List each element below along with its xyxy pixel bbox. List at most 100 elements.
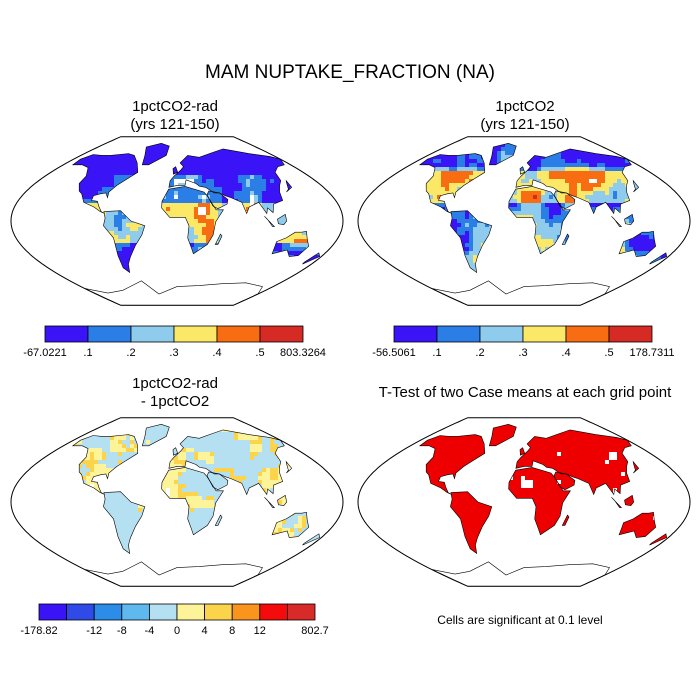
coastline-northamerica: [71, 153, 139, 214]
coastline-sumatra: [611, 497, 623, 508]
colorbar-tick-label: -12: [86, 625, 102, 637]
colorbar-box: [565, 325, 610, 343]
panel-1-title: 1pctCO2-rad (yrs 121-150): [50, 98, 300, 134]
colorbar-box: [259, 325, 304, 343]
colorbar-box: [176, 603, 206, 621]
coastline-borneo: [624, 213, 635, 226]
map-border: [357, 136, 691, 306]
coastline-madagascar: [214, 233, 223, 245]
map-border: [10, 417, 344, 587]
colorbar-panel-1: -67.0221 .1 .2 .3 .4 .5 803.3264: [23, 325, 326, 362]
colorbar-box: [286, 603, 316, 621]
coastline-layer: [418, 423, 668, 587]
map-border: [357, 417, 691, 587]
panel-1-title-line2: (yrs 121-150): [130, 116, 220, 133]
coastline-uk: [172, 447, 179, 456]
coastline-japan: [285, 460, 293, 474]
coastline-borneo: [277, 213, 288, 226]
coastline-southamerica: [103, 210, 146, 274]
panel-2-title: 1pctCO2 (yrs 121-150): [400, 98, 650, 134]
coastline-arabia: [206, 471, 229, 491]
map-panel-2: [353, 131, 695, 311]
colorbar-box: [173, 325, 218, 343]
coastline-africa: [508, 467, 571, 536]
coastline-borneo: [277, 494, 288, 507]
colorbar-box: [608, 325, 653, 343]
panel-2-title-line2: (yrs 121-150): [480, 116, 570, 133]
colorbar-box: [66, 603, 95, 621]
coastline-newzealand: [302, 252, 321, 265]
coastline-greenland: [141, 423, 170, 447]
colorbar-tick-label: -67.0221: [23, 347, 66, 359]
coastline-australia: [271, 511, 310, 538]
coastline-greenland: [488, 423, 517, 447]
colorbar-box: [149, 603, 178, 621]
land-fill-layer: [419, 143, 667, 273]
colorbar-tick-label: .3: [169, 347, 178, 359]
colorbar-tick-label: .2: [475, 347, 484, 359]
colorbar-tick-label: .1: [432, 347, 441, 359]
colorbar-box: [479, 325, 524, 343]
land-fill-layer: [419, 424, 667, 554]
colorbar-tick-label: -178.82: [20, 625, 57, 637]
colorbar-box: [393, 325, 438, 343]
coastline-africa: [161, 186, 224, 255]
map-1pctco2-rad: [10, 136, 344, 306]
panel-4-title-line1: T-Test of two Case means at each grid po…: [378, 384, 672, 401]
colorbar-panel-2: -56.5061 .1 .2 .3 .4 .5 178.7311: [372, 325, 675, 362]
colorbar-tick-label: 8: [229, 625, 235, 637]
panel-4-title: T-Test of two Case means at each grid po…: [350, 384, 700, 402]
colorbar-box: [216, 325, 261, 343]
coastline-japan: [632, 460, 640, 474]
colorbar-tick-label: 4: [202, 625, 208, 637]
colorbar-tick-label: .1: [83, 347, 92, 359]
colorbar-box: [130, 325, 175, 343]
panel-2-title-line1: 1pctCO2: [495, 98, 555, 115]
coastline-eurasia: [515, 148, 632, 215]
colorbar-box: [93, 603, 123, 621]
coastline-newzealand: [649, 252, 668, 265]
coastline-madagascar: [561, 514, 570, 526]
figure-title: MAM NUPTAKE_FRACTION (NA): [205, 62, 495, 83]
coastline-southamerica: [450, 491, 493, 555]
map-border: [10, 136, 344, 306]
colorbar-tick-label: .3: [518, 347, 527, 359]
coastline-africa: [161, 467, 224, 536]
coastline-eurasia: [168, 148, 285, 215]
coastline-japan: [632, 179, 640, 193]
coastline-greenland: [141, 142, 170, 166]
colorbar-tick-label: .5: [255, 347, 264, 359]
coastline-greenland: [488, 142, 517, 166]
colorbar-box: [87, 325, 132, 343]
colorbar-box: [522, 325, 567, 343]
colorbar-tick-label: 12: [254, 625, 266, 637]
coastline-arabia: [206, 190, 229, 210]
colorbar-tick-label: -56.5061: [372, 347, 415, 359]
coastline-sumatra: [264, 497, 276, 508]
map-panel-3: [6, 412, 348, 592]
panel-1-title-line1: 1pctCO2-rad: [132, 98, 218, 115]
coastline-sumatra: [611, 216, 623, 227]
map-difference: [10, 417, 344, 587]
colorbar-tick-label: -8: [117, 625, 127, 637]
coastline-australia: [618, 511, 657, 538]
coastline-northamerica: [418, 153, 486, 214]
coastline-layer: [418, 142, 668, 306]
panel-3-title-line2: - 1pctCO2: [140, 393, 210, 410]
panel-3-title-line1: 1pctCO2-rad: [132, 375, 218, 392]
map-ttest: [357, 417, 691, 587]
coastline-sumatra: [264, 216, 276, 227]
coastline-eurasia: [515, 429, 632, 496]
coastline-australia: [618, 230, 657, 257]
coastline-antarctica: [84, 280, 263, 306]
coastline-northamerica: [418, 434, 486, 495]
coastline-arabia: [553, 471, 576, 491]
colorbar-box: [231, 603, 261, 621]
colorbar-panel-3: -178.82 -12 -8 -4 0 4 8 12 802.7: [20, 603, 329, 640]
coastline-antarctica: [84, 561, 263, 587]
colorbar-box: [121, 603, 150, 621]
colorbar-3: -178.82 -12 -8 -4 0 4 8 12 802.7: [20, 603, 329, 637]
coastline-southamerica: [103, 491, 146, 555]
map-panel-1: [6, 131, 348, 311]
colorbar-tick-label: 0: [174, 625, 180, 637]
